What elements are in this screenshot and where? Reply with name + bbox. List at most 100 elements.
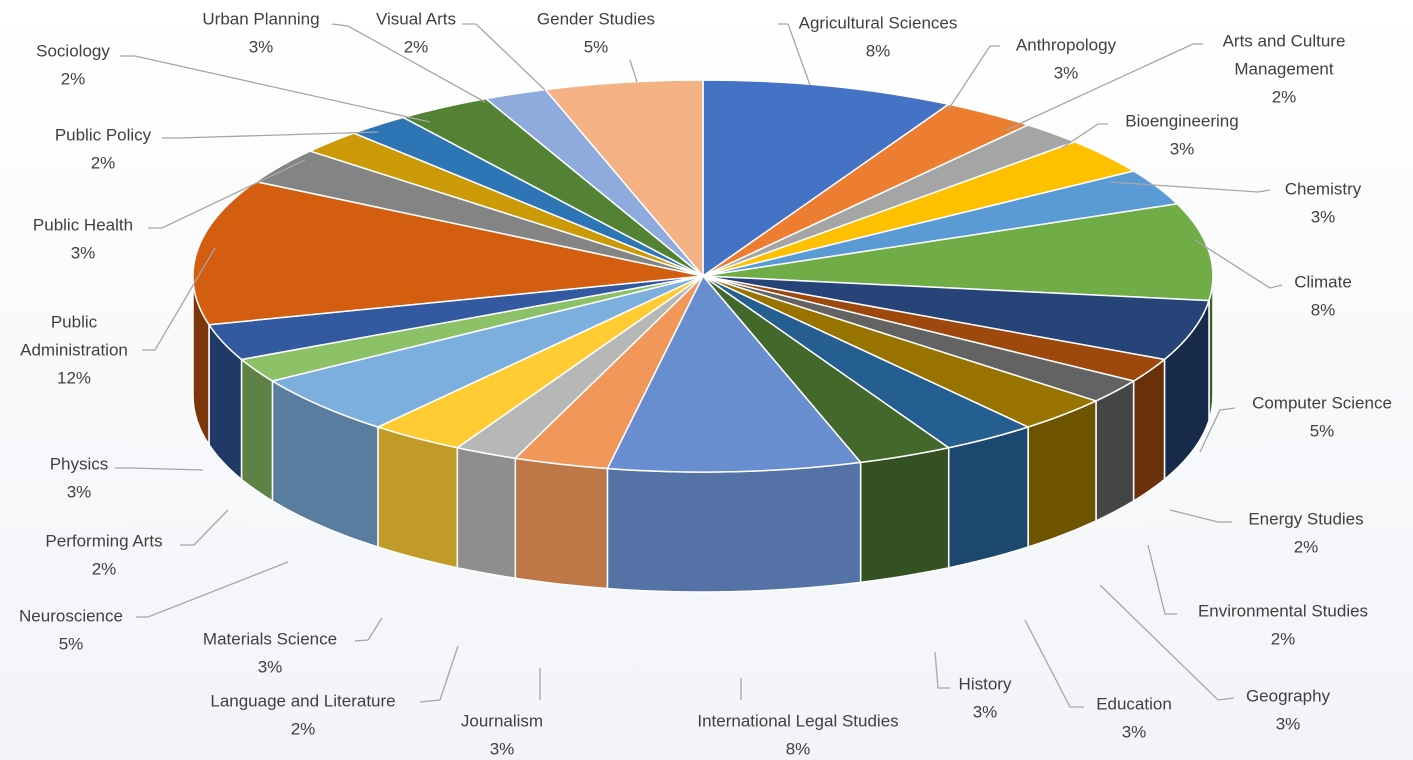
data-label-anthropology: Anthropology 3%: [1016, 35, 1117, 82]
data-label-public-policy: Public Policy 2%: [55, 125, 152, 172]
leader-line-anthropology: [947, 45, 1000, 111]
leader-line-public-administration: [142, 247, 216, 351]
leader-line-urban-planning: [331, 23, 486, 103]
leader-line-performing-arts: [180, 509, 229, 546]
leader-line-neuroscience: [136, 561, 289, 618]
leader-line-public-health: [148, 159, 306, 229]
data-label-name-language-and-literature: Language and Literature: [210, 691, 395, 710]
data-labels: Agricultural Sciences 8% Anthropology 3% Art…: [19, 9, 1392, 758]
slice-climate: [702, 203, 1214, 302]
data-label-bioengineering: Bioengineering 3%: [1125, 111, 1238, 158]
data-label-name-geography: Geography: [1246, 686, 1331, 705]
data-label-pct-international-legal-studies: 8%: [786, 739, 811, 758]
slice-computer-science: [702, 275, 1210, 361]
data-label-pct-language-and-literature: 2%: [291, 719, 316, 738]
data-label-pct-journalism: 3%: [490, 739, 515, 758]
data-label-public-health: Public Health 3%: [33, 215, 133, 262]
data-label-pct-urban-planning: 3%: [249, 37, 274, 56]
pie-top: [192, 79, 1214, 473]
data-label-name-bioengineering: Bioengineering: [1125, 111, 1238, 130]
data-label-history: History 3%: [959, 674, 1012, 721]
slice-side-energy-studies: [1132, 358, 1166, 502]
slice-agricultural-sciences: [702, 79, 950, 277]
slice-side-materials-science: [377, 426, 459, 569]
slice-side-environmental-studies: [1095, 380, 1135, 522]
data-label-pct-performing-arts: 2%: [92, 559, 117, 578]
data-label-pct-neuroscience: 5%: [59, 634, 84, 653]
data-label-name-agricultural-sciences: Agricultural Sciences: [799, 13, 958, 32]
data-label-name-international-legal-studies: International Legal Studies: [697, 711, 898, 730]
data-label-climate: Climate 8%: [1294, 272, 1352, 319]
data-label-name-journalism: Journalism: [461, 711, 543, 730]
slice-side-education: [947, 426, 1029, 569]
data-label-name-climate: Climate: [1294, 272, 1352, 291]
leader-line-gender-studies: [629, 59, 638, 83]
leader-line-environmental-studies: [1147, 544, 1177, 615]
data-label-pct-agricultural-sciences: 8%: [866, 41, 891, 60]
data-label-name-chemistry: Chemistry: [1285, 179, 1362, 198]
data-label-visual-arts: Visual Arts 2%: [376, 9, 456, 56]
data-label-pct-computer-science: 5%: [1310, 421, 1335, 440]
data-label-pct-bioengineering: 3%: [1170, 139, 1195, 158]
slice-public-administration: [192, 180, 704, 326]
leader-lines: [115, 23, 1283, 708]
data-label-neuroscience: Neuroscience 5%: [19, 606, 123, 653]
leader-line-education: [1024, 619, 1084, 708]
leader-line-public-policy: [162, 131, 379, 139]
data-label-international-legal-studies: International Legal Studies 8%: [697, 711, 898, 758]
data-label-pct-visual-arts: 2%: [404, 37, 429, 56]
data-label-pct-physics: 3%: [67, 482, 92, 501]
leader-line-sociology: [120, 55, 431, 123]
leader-line-geography: [1099, 584, 1235, 701]
data-label-name-public-health: Public Health: [33, 215, 133, 234]
data-label-name-performing-arts: Performing Arts: [45, 531, 162, 550]
data-label-name-energy-studies: Energy Studies: [1248, 509, 1363, 528]
leader-line-chemistry: [1109, 181, 1271, 193]
data-label-name-computer-science: Computer Science: [1252, 393, 1392, 412]
leader-line-computer-science: [1199, 407, 1236, 453]
data-label-pct-materials-science: 3%: [258, 657, 283, 676]
data-label-agricultural-sciences: Agricultural Sciences 8%: [799, 13, 958, 60]
pie-sides: [192, 275, 1214, 593]
data-label-gender-studies: Gender Studies 5%: [537, 9, 655, 56]
slice-side-international-legal-studies: [606, 461, 862, 593]
data-label-pct-climate: 8%: [1311, 300, 1336, 319]
data-label-name-sociology: Sociology: [36, 41, 110, 60]
data-label-pct-arts-and-culture-management: 2%: [1272, 87, 1297, 106]
data-label-arts-and-culture-management: Arts and Culture Management 2%: [1223, 31, 1346, 106]
slice-neuroscience: [271, 275, 704, 428]
data-label-name-public-administration: Public: [51, 312, 98, 331]
data-label-sociology: Sociology 2%: [36, 41, 110, 88]
data-label-name-public-policy: Public Policy: [55, 125, 152, 144]
data-label-name-history: History: [959, 674, 1012, 693]
data-label-pct-chemistry: 3%: [1311, 207, 1336, 226]
data-label-physics: Physics 3%: [50, 454, 109, 501]
data-label-public-administration: Public Administration 12%: [20, 312, 128, 387]
data-label-name-urban-planning: Urban Planning: [202, 9, 319, 28]
data-label-name-arts-and-culture-management: Arts and Culture: [1223, 31, 1346, 50]
slice-side-language-and-literature: [456, 447, 517, 579]
data-label-name-arts-and-culture-management: Management: [1234, 59, 1334, 78]
data-label-name-visual-arts: Visual Arts: [376, 9, 456, 28]
leader-line-physics: [115, 467, 204, 471]
leader-line-climate: [1194, 239, 1283, 289]
leader-line-arts-and-culture-management: [1005, 43, 1203, 131]
data-label-pct-public-health: 3%: [71, 243, 96, 262]
data-label-pct-energy-studies: 2%: [1294, 537, 1319, 556]
slice-gender-studies: [544, 79, 704, 277]
data-label-pct-anthropology: 3%: [1054, 63, 1079, 82]
data-label-chemistry: Chemistry 3%: [1285, 179, 1362, 226]
data-label-materials-science: Materials Science 3%: [203, 629, 337, 676]
data-label-name-physics: Physics: [50, 454, 109, 473]
slice-side-performing-arts: [240, 358, 274, 502]
data-label-journalism: Journalism 3%: [461, 711, 543, 758]
data-label-energy-studies: Energy Studies 2%: [1248, 509, 1363, 556]
data-label-pct-environmental-studies: 2%: [1271, 629, 1296, 648]
data-label-name-materials-science: Materials Science: [203, 629, 337, 648]
data-label-name-education: Education: [1096, 694, 1172, 713]
leader-line-bioengineering: [1061, 123, 1108, 149]
data-label-pct-geography: 3%: [1276, 714, 1301, 733]
data-label-pct-education: 3%: [1122, 722, 1147, 741]
data-label-name-environmental-studies: Environmental Studies: [1198, 601, 1368, 620]
